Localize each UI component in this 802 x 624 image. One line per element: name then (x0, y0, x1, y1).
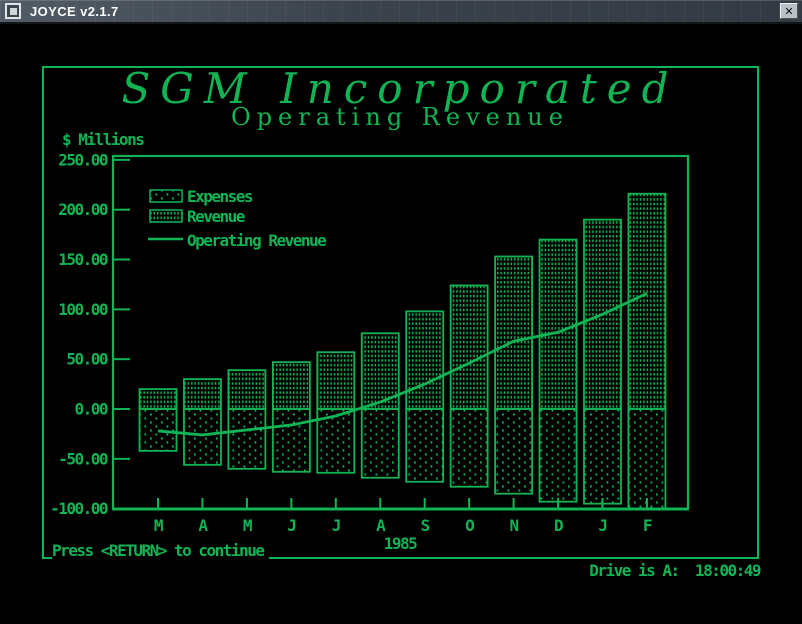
svg-text:Expenses: Expenses (187, 187, 253, 206)
svg-text:A: A (198, 516, 208, 535)
press-return-prompt: Press <RETURN> to continue (52, 542, 270, 559)
window-menu-icon-inner (9, 7, 17, 15)
svg-text:D: D (554, 516, 563, 535)
screen-border (42, 66, 759, 559)
svg-text:N: N (510, 516, 519, 535)
svg-text:Operating Revenue: Operating Revenue (187, 231, 326, 250)
window-title: JOYCE v2.1.7 (30, 3, 119, 19)
close-icon: ✕ (784, 4, 794, 18)
chart-subtitle: Operating Revenue (231, 103, 569, 131)
svg-text:50.00: 50.00 (66, 350, 108, 369)
chart-title: SGM Incorporated (121, 64, 679, 113)
titlebar: JOYCE v2.1.7 ✕ (0, 0, 802, 24)
svg-text:S: S (421, 516, 430, 535)
svg-text:Revenue: Revenue (187, 207, 245, 226)
y-axis-unit-label: $ Millions (62, 130, 145, 149)
drive-status: Drive is A: 18:00:49 (589, 561, 761, 580)
svg-text:J: J (598, 516, 606, 535)
svg-text:F: F (643, 516, 652, 535)
svg-text:250.00: 250.00 (58, 150, 108, 169)
svg-text:J: J (287, 516, 295, 535)
svg-text:0.00: 0.00 (74, 400, 107, 419)
svg-text:J: J (332, 516, 340, 535)
svg-text:M: M (154, 516, 163, 535)
svg-text:A: A (376, 516, 386, 535)
svg-text:100.00: 100.00 (58, 300, 108, 319)
svg-text:M: M (243, 516, 252, 535)
svg-text:-50.00: -50.00 (58, 449, 108, 468)
close-button[interactable]: ✕ (780, 3, 798, 19)
svg-text:O: O (465, 516, 474, 535)
window-menu-icon[interactable] (5, 3, 21, 19)
svg-text:150.00: 150.00 (58, 250, 108, 269)
svg-text:200.00: 200.00 (58, 200, 108, 219)
svg-text:-100.00: -100.00 (50, 499, 108, 518)
svg-text:1985: 1985 (384, 534, 417, 553)
